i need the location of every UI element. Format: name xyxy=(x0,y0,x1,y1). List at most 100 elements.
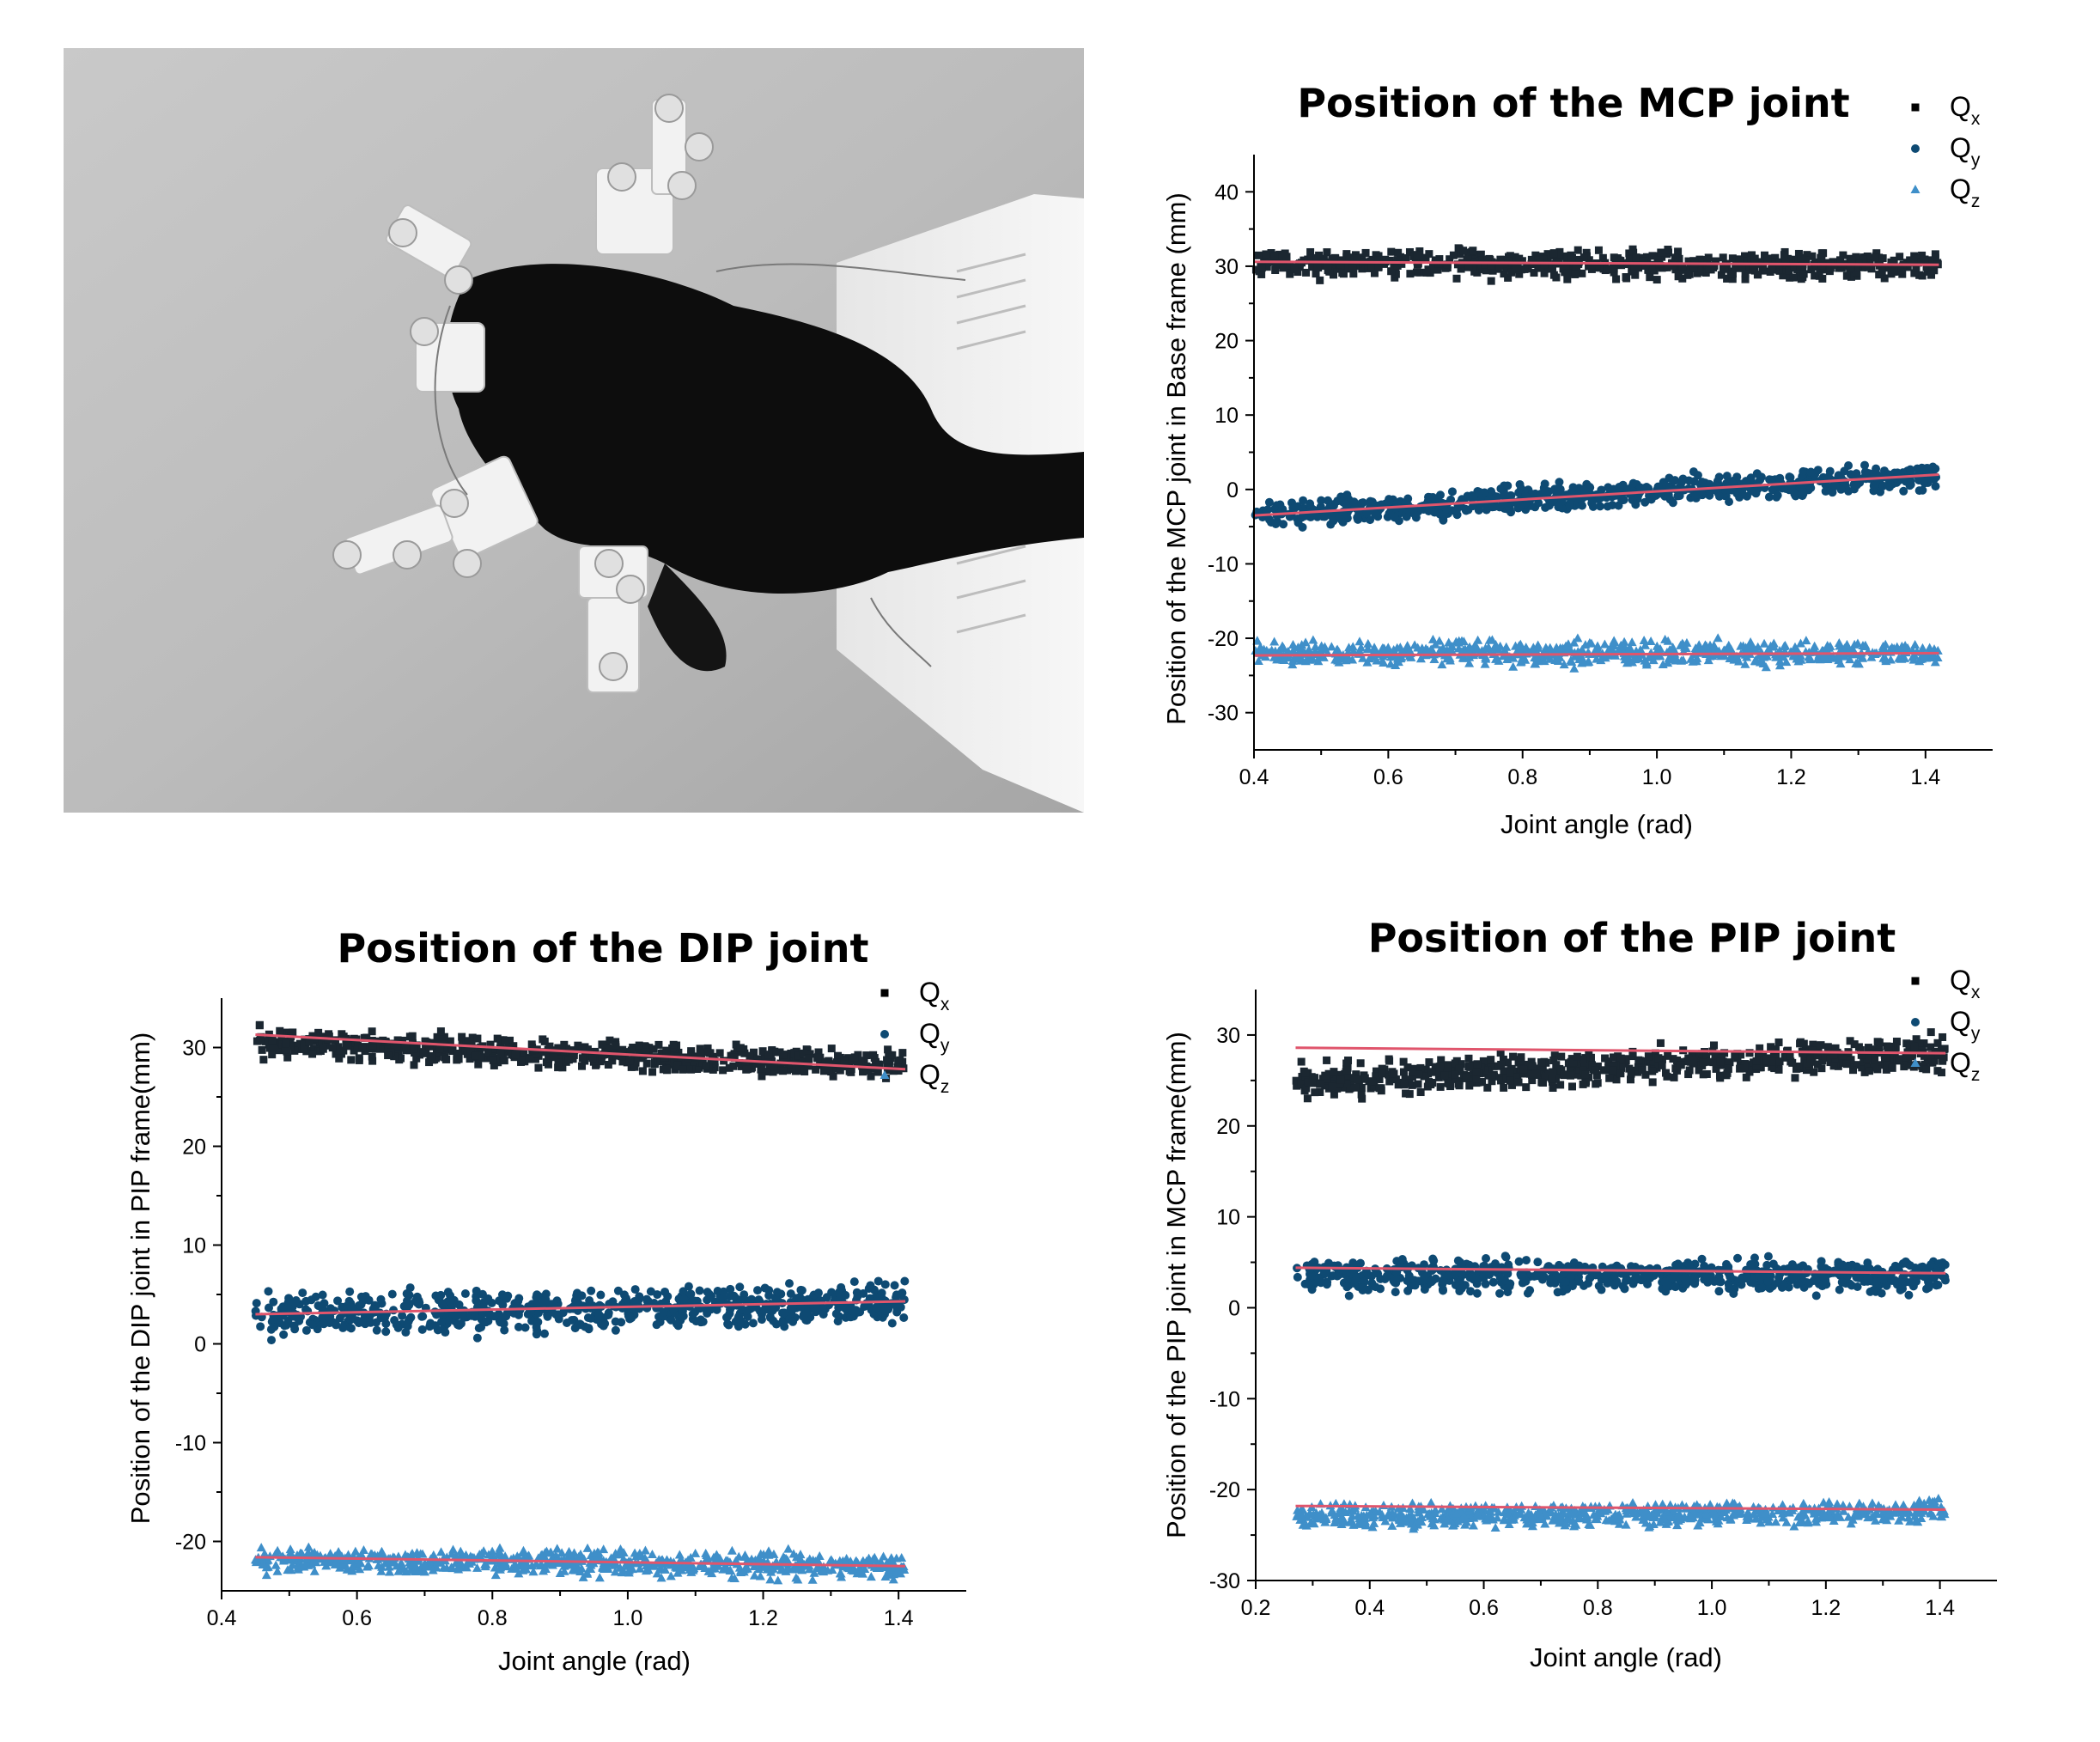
qx-point xyxy=(1750,254,1759,263)
qx-point xyxy=(1837,264,1846,272)
qz-point xyxy=(1742,652,1752,661)
qx-point xyxy=(1552,273,1561,282)
qx-point xyxy=(1563,269,1572,277)
qx-point xyxy=(1715,1071,1724,1080)
qx-point xyxy=(812,1065,820,1074)
qz-point xyxy=(1279,655,1289,664)
qx-point xyxy=(1820,1051,1829,1059)
qx-point xyxy=(1634,1063,1642,1071)
qx-point xyxy=(1866,258,1874,266)
qy-point xyxy=(1588,502,1598,511)
qz-point xyxy=(552,1544,563,1553)
qx-point xyxy=(489,1047,497,1056)
qx-point xyxy=(693,1065,702,1074)
qy-point xyxy=(523,1310,533,1319)
qx-point xyxy=(1522,1083,1531,1092)
qx-point xyxy=(1573,1070,1582,1079)
qy-point xyxy=(695,1286,704,1295)
qx-point xyxy=(1918,251,1927,259)
qy-point xyxy=(1840,466,1849,476)
qx-point xyxy=(1308,263,1317,271)
qx-point xyxy=(1644,265,1653,274)
qy-point xyxy=(387,1289,397,1299)
qx-point xyxy=(1540,260,1549,269)
qx-point xyxy=(1413,251,1421,259)
qy-point xyxy=(313,1300,323,1310)
qx-point xyxy=(338,1050,346,1058)
qx-point xyxy=(648,1068,657,1076)
qy-point xyxy=(571,1299,581,1308)
qx-point xyxy=(1753,271,1762,279)
qz-point xyxy=(836,1568,846,1578)
qx-point xyxy=(1653,276,1661,284)
qz-point xyxy=(1645,651,1655,661)
legend-main: Q xyxy=(919,977,940,1008)
qx-point xyxy=(1818,1057,1827,1065)
qx-point xyxy=(1293,268,1302,277)
qy-point xyxy=(617,1318,626,1327)
qz-point xyxy=(1823,641,1833,650)
qx-point xyxy=(318,1037,326,1045)
qx-point xyxy=(1796,262,1805,271)
qz-point xyxy=(1379,643,1389,653)
qx-point xyxy=(1281,249,1289,258)
qy-point xyxy=(1878,481,1888,490)
qx-point xyxy=(715,1049,724,1057)
qx-point xyxy=(1774,1038,1783,1046)
qz-point xyxy=(880,1572,891,1581)
qx-point xyxy=(1711,1051,1720,1060)
qx-point xyxy=(867,1072,875,1081)
qz-point xyxy=(261,1570,271,1580)
qz-point xyxy=(1464,658,1475,667)
y-tick-label: 10 xyxy=(182,1234,206,1258)
y-tick-label: -20 xyxy=(175,1531,206,1555)
qy-point xyxy=(1828,488,1837,497)
qx-point xyxy=(421,1037,429,1045)
qz-point xyxy=(376,1566,387,1575)
qy-point xyxy=(1446,495,1456,504)
qy-point xyxy=(679,1312,688,1321)
qz-point xyxy=(649,1561,660,1570)
qx-point xyxy=(883,1066,892,1075)
qx-point xyxy=(1910,269,1919,277)
qx-point xyxy=(1931,253,1939,262)
qz-point xyxy=(1713,633,1723,643)
qx-point xyxy=(1361,248,1370,257)
qx-point xyxy=(1316,1088,1324,1097)
qx-point xyxy=(408,1032,417,1040)
qx-point xyxy=(752,1060,761,1069)
qx-point xyxy=(1527,255,1536,264)
qx-point xyxy=(539,1035,547,1044)
qx-point xyxy=(1648,1067,1657,1075)
qz-point xyxy=(478,1546,489,1556)
qx-point xyxy=(709,1065,717,1074)
qx-point xyxy=(1367,262,1376,271)
qx-point xyxy=(486,1040,495,1049)
qy-point xyxy=(326,1312,335,1321)
qx-point xyxy=(1632,253,1640,262)
qx-point xyxy=(1927,1028,1935,1037)
qz-point xyxy=(541,1559,551,1568)
qy-point xyxy=(1846,470,1855,479)
qz-point xyxy=(1793,656,1804,666)
qy-point xyxy=(1435,490,1445,500)
qx-point xyxy=(1672,1066,1681,1075)
qz-point xyxy=(1561,641,1571,650)
qx-point xyxy=(741,1060,750,1069)
qx-point xyxy=(790,1049,799,1057)
qx-point xyxy=(1265,255,1274,264)
qy-point xyxy=(764,1291,774,1300)
qy-point xyxy=(1722,472,1732,481)
qz-point xyxy=(1640,640,1651,649)
qx-point xyxy=(1797,253,1805,262)
hand-exoskeleton-photo xyxy=(64,48,1084,813)
qx-point xyxy=(1556,1081,1565,1089)
qy-point xyxy=(865,1294,874,1303)
qz-point xyxy=(1664,653,1674,662)
qx-point xyxy=(1372,1067,1380,1075)
qz-point xyxy=(1348,655,1358,664)
qx-point xyxy=(753,1055,762,1063)
qx-point xyxy=(1703,255,1712,264)
qx-point xyxy=(1479,1057,1488,1065)
qx-point xyxy=(1720,265,1729,273)
